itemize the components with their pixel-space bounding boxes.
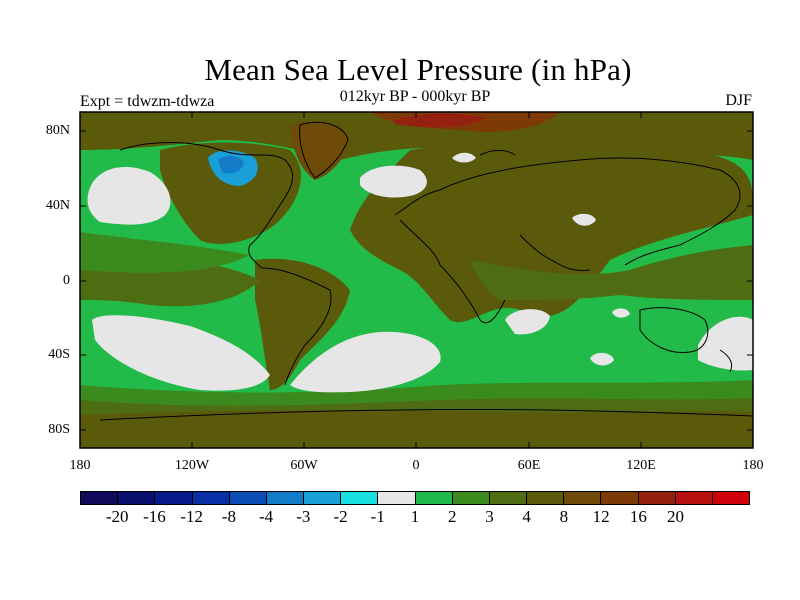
south-pacific-white (92, 315, 270, 391)
colorbar-box (378, 492, 416, 504)
colorbar-box (675, 492, 713, 504)
map-title: Mean Sea Level Pressure (in hPa) (204, 52, 632, 87)
tasman-white (698, 316, 753, 371)
colorbar-label: -1 (370, 507, 385, 526)
lat-label-80s: 80S (48, 422, 70, 437)
colorbar-label: 2 (447, 507, 457, 526)
colorbar-box (489, 492, 528, 504)
colorbar-label: 8 (559, 507, 569, 526)
lon-label-120e: 120E (626, 458, 656, 473)
tibet-white (572, 213, 596, 226)
lat-label-40n: 40N (45, 198, 70, 213)
hudson-bay-blue-core (218, 155, 244, 174)
colorbar-box (415, 492, 453, 504)
colorbar (80, 491, 750, 505)
lon-label-60w: 60W (290, 458, 318, 473)
north-atlantic-white (360, 165, 427, 198)
lon-label-180e: 180 (742, 458, 764, 473)
pacific-dark-band (80, 232, 250, 273)
colorbar-label: 1 (410, 507, 420, 526)
indian-olive-band (470, 245, 753, 300)
season-label: DJF (725, 92, 752, 109)
colorbar-box (192, 492, 230, 504)
colorbar-box (712, 492, 750, 504)
map-fields (80, 112, 753, 448)
baffin-white (452, 152, 476, 163)
colorbar-box (118, 492, 156, 504)
lon-label-120w: 120W (174, 458, 210, 473)
colorbar-box (564, 492, 602, 504)
colorbar-box (266, 492, 305, 504)
lat-label-40s: 40S (48, 347, 70, 362)
colorbar-label: 20 (667, 507, 685, 526)
colorbar-label: -8 (221, 507, 236, 526)
north-pacific-white (87, 166, 171, 225)
colorbar-box (81, 492, 119, 504)
colorbar-label: -12 (180, 507, 203, 526)
colorbar-box (155, 492, 193, 504)
colorbar-box (601, 492, 639, 504)
north-america-field (160, 142, 301, 244)
axis-ticks (80, 112, 753, 448)
colorbar-label: 16 (629, 507, 647, 526)
lat-label-0: 0 (63, 273, 70, 288)
colorbar-label: 3 (485, 507, 494, 526)
antarctic-field (80, 409, 753, 448)
colorbar-label: -3 (296, 507, 311, 526)
colorbar-box (452, 492, 490, 504)
coastlines (99, 121, 753, 421)
lon-label-180w: 180 (69, 458, 91, 473)
colorbar-label: -2 (333, 507, 348, 526)
greenland-field (290, 121, 350, 180)
colorbar-label: 4 (522, 507, 531, 526)
experiment-label: Expt = tdwzm-tdwza (80, 93, 215, 110)
arctic-max (395, 113, 485, 128)
colorbar-box (527, 492, 565, 504)
lon-label-60e: 60E (517, 458, 541, 473)
south-atlantic-white (290, 331, 441, 393)
lat-label-80n: 80N (45, 123, 70, 138)
colorbar-label: -20 (105, 507, 129, 526)
indian-ocean-white (505, 309, 550, 335)
colorbar-label: -4 (259, 507, 274, 526)
colorbar-box (638, 492, 676, 504)
indonesia-white (612, 308, 630, 318)
colorbar-label: 12 (592, 507, 610, 526)
colorbar-label: -16 (143, 507, 166, 526)
colorbar-box (229, 492, 267, 504)
south-america-field (255, 258, 350, 390)
map-subtitle: 012kyr BP - 000kyr BP (339, 88, 491, 105)
lon-label-0: 0 (412, 458, 420, 473)
colorbar-box (304, 492, 342, 504)
colorbar-box (341, 492, 379, 504)
indian-ocean-white-2 (590, 352, 614, 366)
